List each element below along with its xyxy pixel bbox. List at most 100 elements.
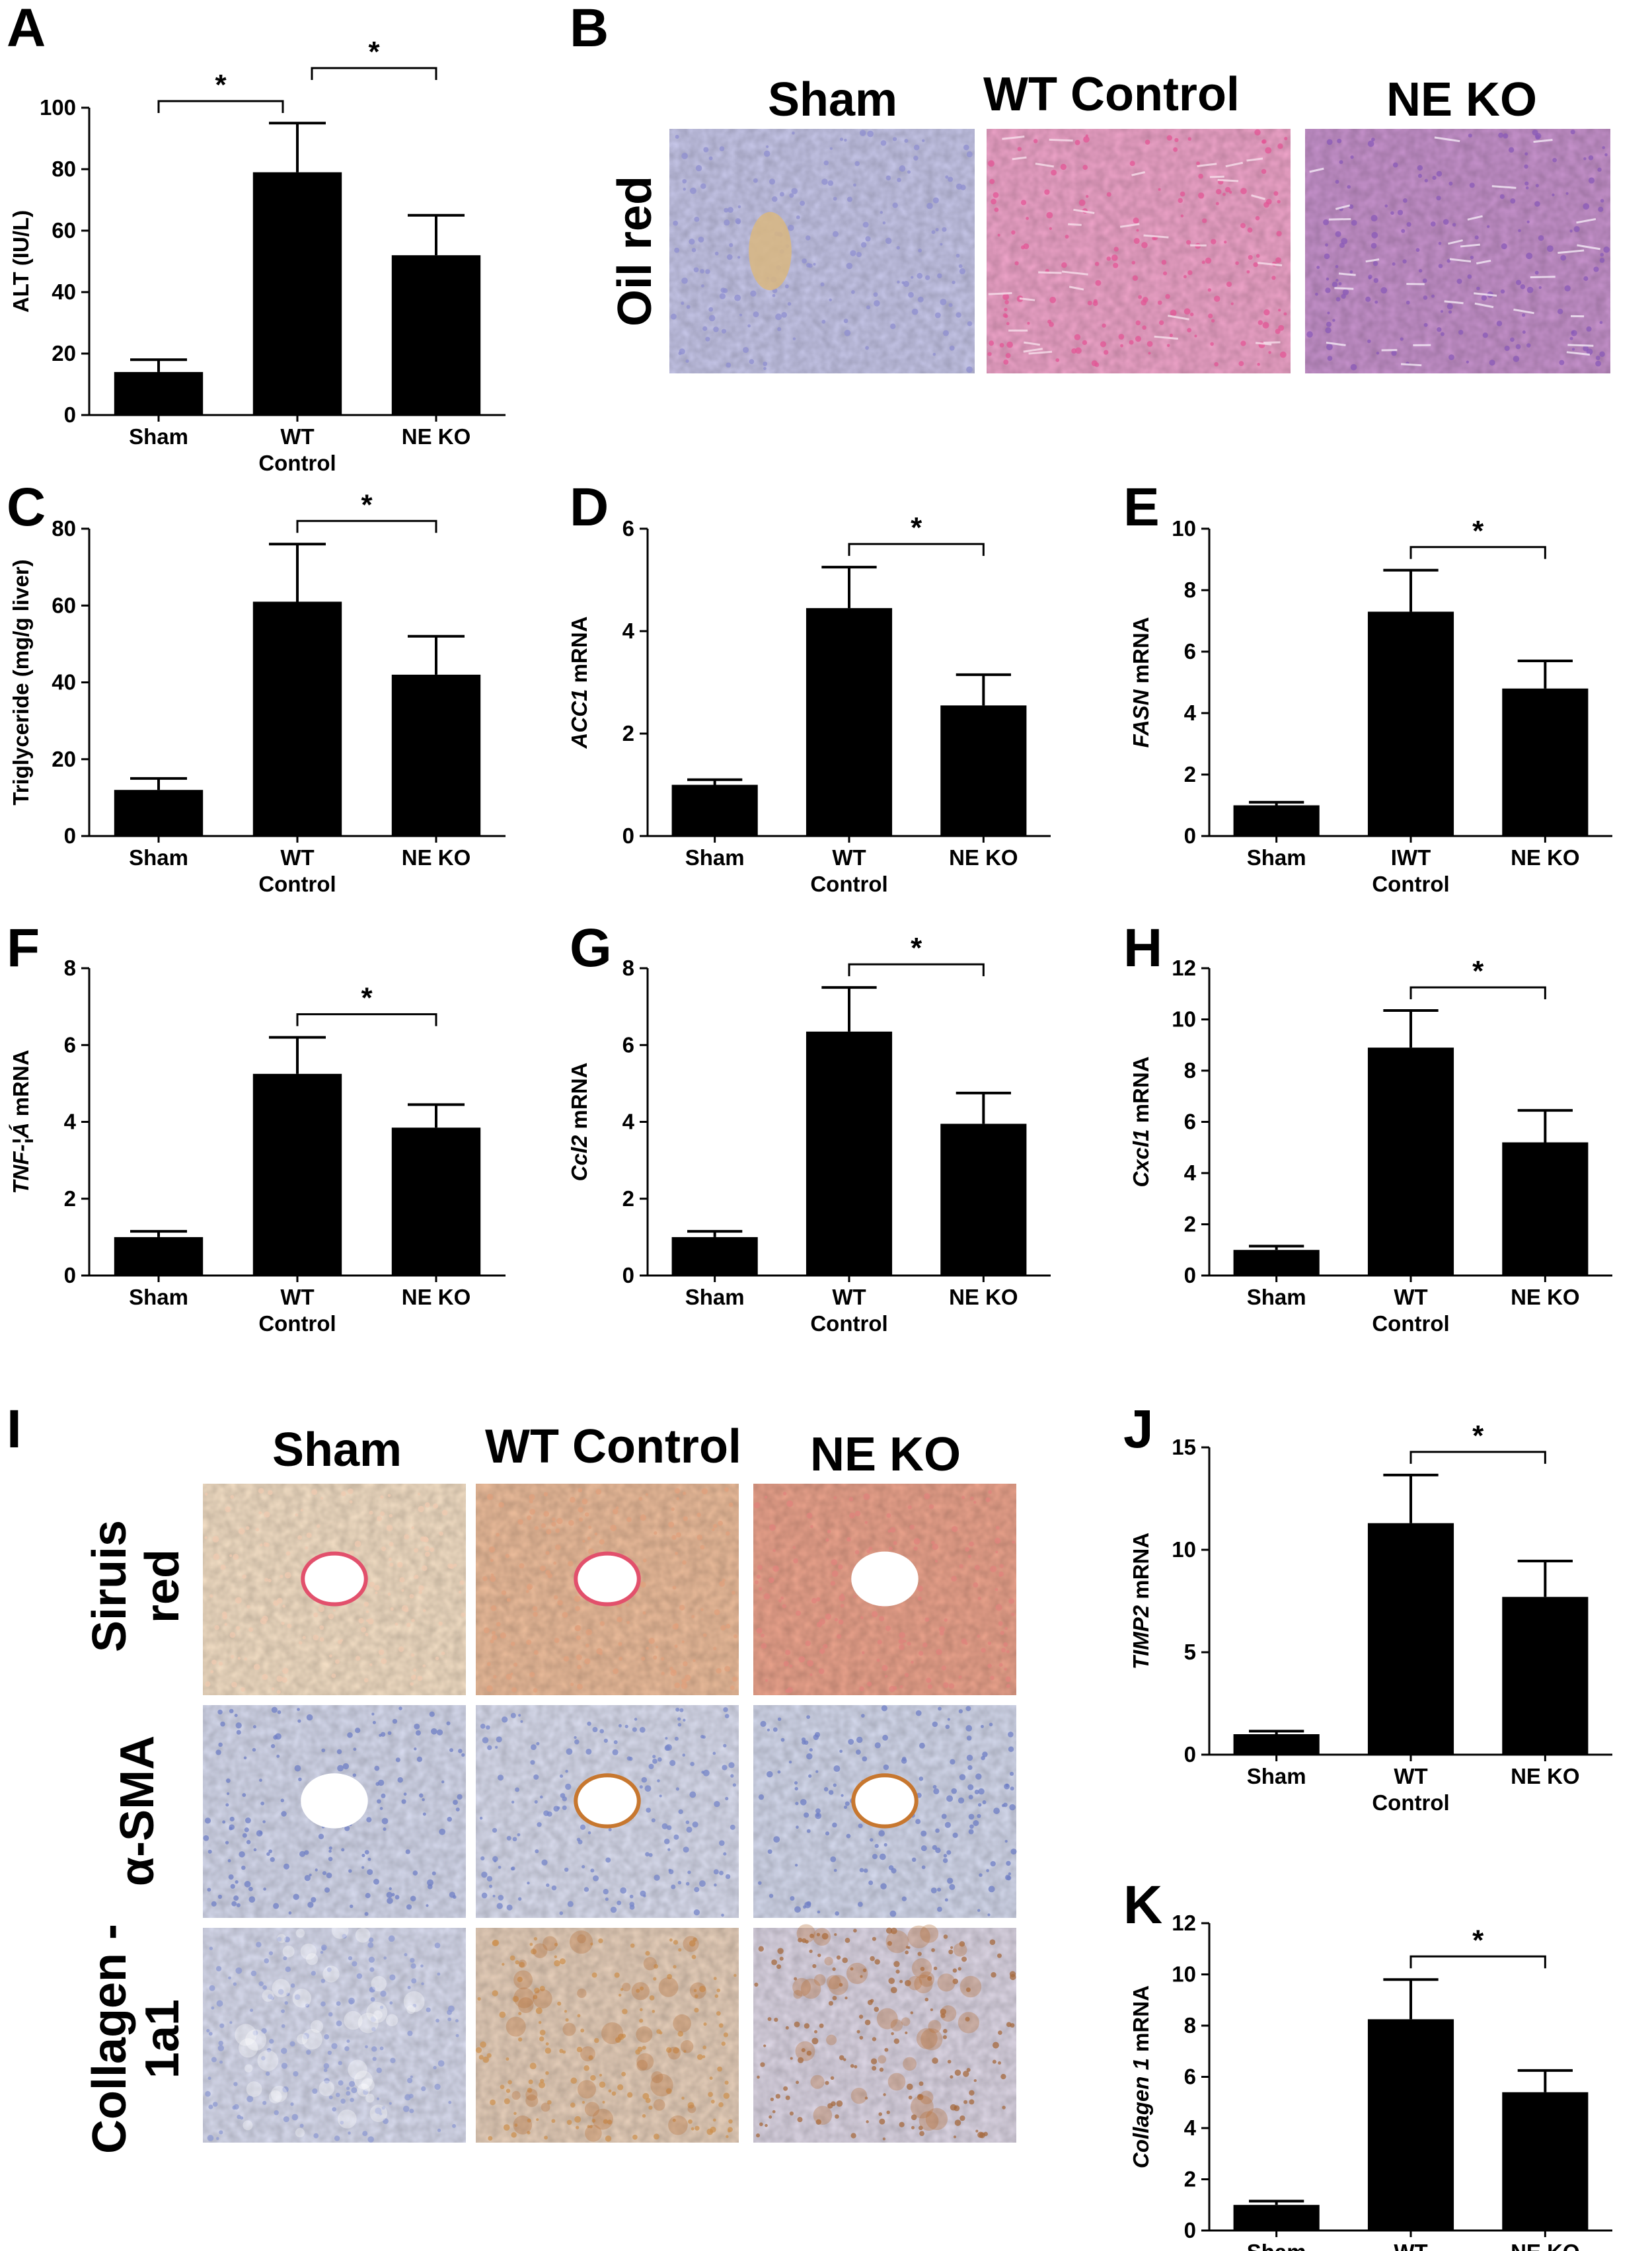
wt-control-collagen-1a1-nucleus [636, 1989, 640, 1993]
sham-collagen-1a1-nucleus [313, 2133, 319, 2139]
ne-ko-oil-red-nucleus [1515, 280, 1522, 286]
sham-collagen-1a1-nucleus [350, 2098, 354, 2102]
sham-sirius-red-nucleus [253, 1663, 260, 1671]
wt-control-oil-red-nucleus [1183, 275, 1187, 279]
sham-sirius-red-nucleus [328, 1613, 334, 1620]
ne-ko-collagen-1a1-stain [793, 1989, 803, 1999]
wt-control-collagen-1a1-nucleus [654, 2133, 659, 2140]
category-label-e: NE KO [1511, 845, 1580, 870]
ne-ko-oil-red-nucleus [1603, 246, 1610, 253]
wt-control-collagen-1a1-stain [643, 1957, 657, 1971]
sham-oil-red-nucleus [839, 137, 844, 141]
wt-control-collagen-1a1-nucleus [528, 2079, 533, 2084]
significance-star-d: * [911, 512, 922, 544]
ne-ko-collagen-1a1-nucleus [963, 2071, 969, 2077]
sham-collagen-1a1-nucleus [324, 2034, 330, 2040]
wt-control-sirius-red-vessel [574, 1551, 641, 1607]
sham-alpha-sma-nucleus [455, 1807, 460, 1812]
y-tick-label-k: 10 [1172, 1962, 1196, 1987]
sham-collagen-1a1-nucleus [409, 2108, 414, 2114]
ne-ko-oil-red-sinusoid [1444, 300, 1464, 305]
wt-control-alpha-sma-nucleus [496, 1736, 502, 1743]
sham-alpha-sma-nucleus [271, 1706, 278, 1713]
sham-alpha-sma-nucleus [268, 1849, 272, 1854]
sham-alpha-sma-nucleus [253, 1848, 257, 1852]
ne-ko-sirius-red-nucleus [806, 1512, 813, 1519]
wt-control-collagen-1a1-stain [658, 1977, 679, 1997]
sham-alpha-sma-nucleus [341, 1848, 345, 1852]
ne-ko-alpha-sma-nucleus [860, 1714, 865, 1718]
sham-oil-red-nucleus [747, 324, 751, 328]
wt-control-alpha-sma-nucleus [510, 1866, 515, 1871]
wt-control-sirius-red-nucleus [720, 1624, 726, 1631]
ne-ko-sirius-red-nucleus [934, 1560, 938, 1563]
sham-sirius-red-nucleus [422, 1664, 426, 1667]
bar-c [114, 790, 204, 836]
sham-collagen-1a1-nucleus [320, 1979, 326, 1983]
wt-control-sirius-red-image [476, 1484, 739, 1695]
sham-collagen-1a1-nucleus [437, 1972, 441, 1976]
wt-control-alpha-sma-nucleus [480, 1724, 486, 1729]
ne-ko-oil-red-nucleus [1436, 171, 1443, 177]
wt-control-sirius-red-nucleus [683, 1661, 688, 1667]
ne-ko-oil-red-nucleus [1469, 182, 1475, 188]
ne-ko-oil-red-nucleus [1520, 284, 1526, 289]
wt-control-collagen-1a1-nucleus [718, 2102, 724, 2108]
wt-control-collagen-1a1-nucleus [695, 2125, 700, 2131]
sham-oil-red-nucleus [726, 362, 732, 368]
wt-control-alpha-sma-nucleus [574, 1739, 580, 1745]
ne-ko-oil-red-nucleus [1560, 254, 1567, 261]
y-tick-label-k: 2 [1184, 2167, 1196, 2192]
sham-alpha-sma-nucleus [248, 1886, 253, 1891]
ne-ko-sirius-red-nucleus [951, 1576, 957, 1582]
sham-collagen-1a1-nucleus [281, 2024, 285, 2028]
wt-control-collagen-1a1-nucleus [527, 2131, 531, 2135]
ne-ko-collagen-1a1-nucleus [845, 1938, 850, 1943]
ne-ko-collagen-1a1-stain [828, 1975, 848, 1995]
ne-ko-alpha-sma-nucleus [982, 1800, 987, 1805]
sham-collagen-1a1-nucleus [283, 1956, 287, 1961]
ne-ko-alpha-sma-nucleus [966, 1754, 973, 1761]
ne-ko-oil-red-sinusoid [1474, 292, 1497, 297]
sham-collagen-1a1-nucleus [281, 2063, 287, 2069]
wt-control-oil-red-nucleus [1215, 202, 1219, 206]
bar-j [1367, 1523, 1454, 1755]
ne-ko-sirius-red-nucleus [1001, 1648, 1006, 1653]
ne-ko-alpha-sma-nucleus [796, 1825, 799, 1829]
ne-ko-sirius-red-nucleus [772, 1548, 776, 1552]
sham-collagen-1a1-nucleus [266, 2047, 272, 2053]
sham-oil-red-nucleus [779, 192, 784, 197]
ne-ko-sirius-red-nucleus [973, 1500, 977, 1504]
wt-control-alpha-sma-nucleus [605, 1897, 609, 1901]
ne-ko-sirius-red-nucleus [838, 1564, 843, 1570]
sham-sirius-red-nucleus [268, 1578, 272, 1583]
wt-control-oil-red-nucleus [1093, 299, 1098, 303]
sham-collagen-1a1-nucleus [390, 2057, 396, 2063]
wt-control-sirius-red-nucleus [490, 1558, 494, 1562]
wt-control-oil-red-nucleus [1230, 302, 1234, 305]
wt-control-alpha-sma-nucleus [643, 1894, 646, 1897]
y-tick-label-d: 0 [622, 823, 634, 848]
ne-ko-collagen-1a1-nucleus [769, 2115, 772, 2119]
ne-ko-alpha-sma-nucleus [921, 1865, 926, 1870]
wt-control-sirius-red-nucleus [675, 1551, 679, 1555]
panel-b-col-sham: Sham [768, 73, 897, 126]
wt-control-oil-red-nucleus [1157, 300, 1162, 305]
sham-sirius-red-nucleus [404, 1607, 409, 1613]
sham-sirius-red-nucleus [398, 1646, 404, 1652]
wt-control-collagen-1a1-nucleus [716, 2011, 721, 2016]
sham-oil-red-nucleus [701, 284, 704, 287]
ne-ko-sirius-red-nucleus [854, 1550, 860, 1554]
panel-letter-g: G [570, 918, 612, 978]
ne-ko-collagen-1a1-nucleus [1002, 2106, 1006, 2110]
wt-control-alpha-sma-nucleus [665, 1737, 668, 1740]
category-label-c: NE KO [402, 845, 471, 870]
wt-control-collagen-1a1-nucleus [515, 1960, 519, 1965]
ne-ko-collagen-1a1-nucleus [965, 1987, 971, 1993]
wt-control-sirius-red-nucleus [714, 1609, 720, 1615]
wt-control-sirius-red-nucleus [726, 1531, 730, 1536]
ne-ko-oil-red-nucleus [1373, 278, 1378, 284]
wt-control-oil-red-nucleus [1104, 350, 1109, 355]
